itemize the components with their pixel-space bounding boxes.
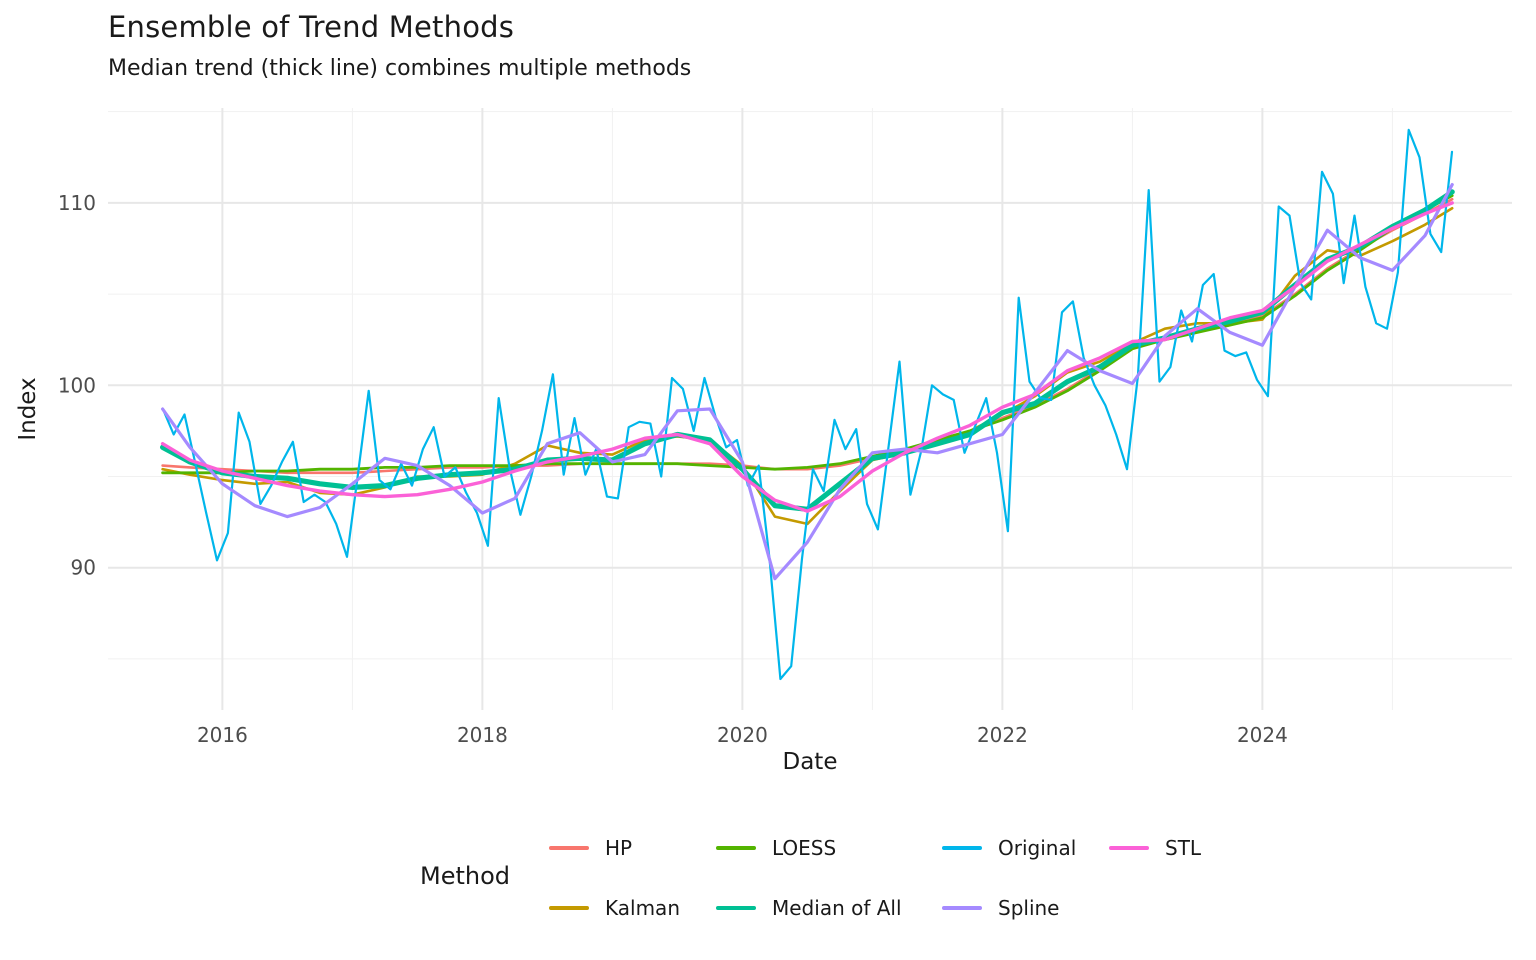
legend-label-kalman: Kalman (605, 896, 680, 920)
y-tick-label: 110 (58, 191, 96, 215)
y-tick-label: 90 (71, 556, 96, 580)
legend-item-stl: STL (1109, 835, 1201, 861)
x-tick-label: 2016 (197, 723, 248, 747)
y-tick-label: 100 (58, 373, 96, 397)
series-line-median-of-all (160, 189, 1455, 512)
series-line-spline (161, 183, 1454, 581)
series-line-stl (160, 201, 1454, 513)
spline-line-swatch-icon (942, 906, 982, 910)
legend-title: Method (420, 862, 511, 890)
original-line-swatch-icon (942, 846, 982, 850)
x-tick-label: 2024 (1237, 723, 1288, 747)
legend-item-kalman: Kalman (549, 895, 680, 921)
x-tick-label: 2022 (977, 723, 1028, 747)
legend-label-loess: LOESS (772, 836, 837, 860)
legend-item-original: Original (942, 835, 1076, 861)
series-line-original (161, 128, 1454, 681)
series-line-loess (161, 194, 1454, 475)
legend-label-median-of-all: Median of All (772, 896, 902, 920)
x-axis-title: Date (782, 749, 838, 775)
legend-item-loess: LOESS (716, 835, 836, 861)
hp-line-swatch-icon (549, 846, 589, 850)
chart-subtitle: Median trend (thick line) combines multi… (108, 56, 692, 81)
legend-item-hp: HP (549, 835, 632, 861)
median-of-all-line-swatch-icon (716, 906, 756, 910)
legend-label-spline: Spline (998, 896, 1060, 920)
legend-label-original: Original (998, 836, 1077, 860)
legend-label-hp: HP (605, 836, 633, 860)
legend-item-spline: Spline (942, 895, 1059, 921)
legend-label-stl: STL (1165, 836, 1202, 860)
x-tick-label: 2018 (457, 723, 508, 747)
chart-title: Ensemble of Trend Methods (108, 10, 515, 44)
series-line-hp (161, 197, 1454, 475)
loess-line-swatch-icon (716, 846, 756, 850)
stl-line-swatch-icon (1109, 846, 1149, 850)
kalman-line-swatch-icon (549, 906, 589, 910)
legend-item-median-of-all: Median of All (716, 895, 902, 921)
y-axis-title: Index (15, 377, 41, 441)
x-tick-label: 2020 (717, 723, 768, 747)
